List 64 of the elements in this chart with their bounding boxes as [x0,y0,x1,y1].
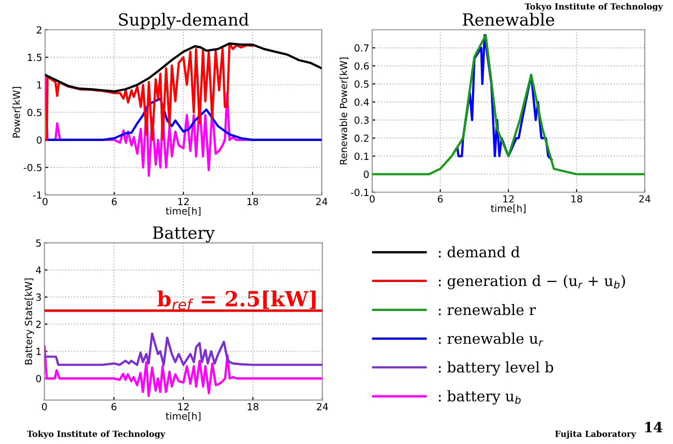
x-tick-label: 18 [248,402,258,410]
line-series [45,97,322,141]
y-tick-label: 0 [36,136,42,144]
y-tick-label: 0.7 [354,44,369,52]
y-tick-label: 1.5 [28,54,42,62]
y-tick-label: 0.6 [354,62,369,70]
text: Tokyo Institute of Technology [524,3,664,12]
x-axis-title: time[h] [490,204,526,214]
x-tick-label: 24 [639,195,650,202]
x-tick-label: 0 [370,195,375,203]
legend-label: : demand d [438,246,520,258]
text: Fujita Laboratory [555,430,636,439]
chart-title: Battery [152,226,215,242]
x-tick-label: 12 [503,195,514,202]
y-axis-title: Battery State[kW] [24,278,34,364]
x-tick-label: 6 [111,402,116,410]
y-tick-label: 4 [36,266,42,274]
y-tick-label: -0.1 [350,188,368,196]
line-series [44,332,322,366]
text: Tokyo Institute of Technology [27,430,166,439]
y-axis-title: Renewable Power[kW] [340,58,348,164]
x-tick-label: 18 [571,195,582,203]
line-series [45,42,254,141]
x-tick-label: 0 [42,198,48,206]
x-tick-label: 24 [316,198,328,206]
x-tick-label: 12 [178,198,189,206]
y-tick-label: 0.5 [27,108,42,116]
y-tick-label: 0 [36,374,41,382]
x-tick-label: 0 [42,402,47,410]
y-tick-label: 0.4 [354,98,369,106]
x-tick-label: 18 [247,198,258,206]
y-axis-title: Power[kW] [12,87,22,138]
text: 14 [645,422,662,432]
y-tick-label: 3 [36,294,41,301]
y-tick-label: 2 [36,26,42,34]
y-tick-label: 5 [36,239,41,247]
x-tick-label: 6 [112,198,117,206]
y-tick-label: 0.2 [354,134,368,142]
line-series [454,34,553,161]
y-tick-label: 0 [364,170,369,178]
y-tick-label: 1 [37,81,42,88]
x-tick-label: 24 [316,402,328,410]
y-tick-label: 0.1 [354,152,368,160]
x-tick-label: 12 [178,402,189,410]
legend-label: : renewable r [438,304,536,316]
ref-line-label: b$_{ref}$ = 2.5[kW] [157,290,316,310]
legend-label: : renewable u$_{r}$ [438,332,544,346]
y-tick-label: -1 [33,192,42,199]
chart-title: Renewable [462,12,554,26]
x-axis-title: time[h] [166,412,200,421]
y-tick-label: 1 [36,348,41,355]
line-series [45,42,322,93]
line-series [372,34,645,176]
y-tick-label: 0.3 [354,116,369,124]
text: : battery u$_{b}$ [438,390,521,405]
legend-label: : generation d − (u$_{r}$ + u$_{b}$) [438,274,625,290]
x-tick-label: 6 [438,195,443,203]
x-axis-title: time[h] [166,207,200,216]
y-tick-label: 0.5 [354,80,369,88]
y-tick-label: -0.5 [24,164,42,172]
y-tick-label: 2 [36,320,41,328]
legend-label: : battery level b [438,361,554,376]
line-series [44,345,322,398]
chart-title: Supply-demand [119,12,249,30]
